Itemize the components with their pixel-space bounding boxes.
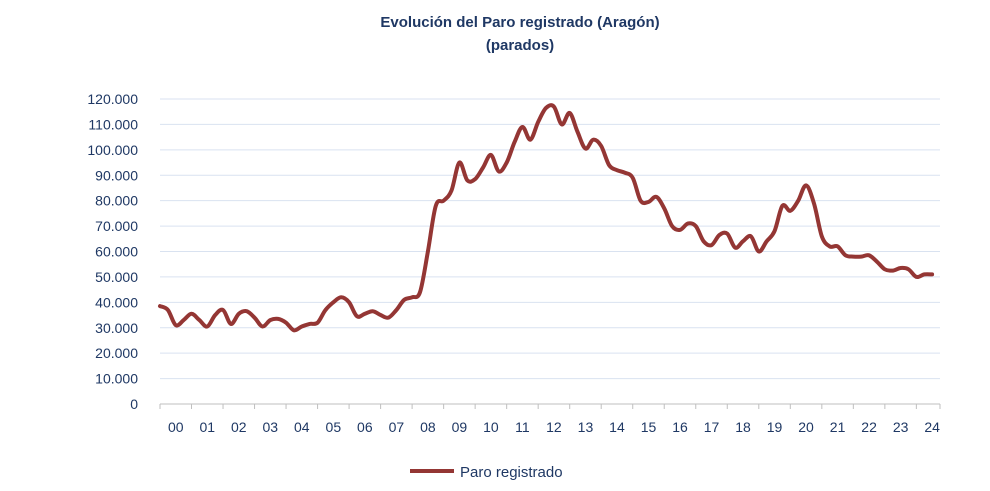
- chart-title: Evolución del Paro registrado (Aragón): [380, 14, 659, 31]
- x-tick-label: 19: [767, 419, 783, 435]
- legend-label: Paro registrado: [460, 464, 563, 481]
- x-tick-label: 02: [231, 419, 247, 435]
- y-tick-label: 10.000: [95, 371, 138, 387]
- x-tick-label: 20: [798, 419, 814, 435]
- x-tick-label: 18: [735, 419, 751, 435]
- y-tick-label: 90.000: [95, 167, 138, 183]
- legend: Paro registrado: [410, 464, 563, 481]
- y-tick-label: 80.000: [95, 193, 138, 209]
- y-axis-ticks: 0 10.000 20.000 30.000 40.000 50.000 60.000 70.…: [87, 91, 138, 412]
- x-tick-label: 17: [704, 419, 720, 435]
- y-tick-label: 0: [130, 396, 138, 412]
- x-tick-label: 00: [168, 419, 184, 435]
- y-tick-label: 20.000: [95, 345, 138, 361]
- x-tick-label: 12: [546, 419, 562, 435]
- y-tick-label: 40.000: [95, 294, 138, 310]
- y-tick-label: 60.000: [95, 244, 138, 260]
- x-tick-label: 15: [641, 419, 657, 435]
- x-tick-label: 22: [861, 419, 877, 435]
- x-tick-label: 21: [830, 419, 846, 435]
- x-tick-label: 06: [357, 419, 373, 435]
- x-tick-label: 13: [578, 419, 594, 435]
- x-axis-ticks: 00 01 02 03 04 05 06 07 08 09 10 11 12 13 14 15 16 17 18 19…: [159, 404, 941, 435]
- chart-subtitle: (parados): [486, 37, 554, 54]
- y-tick-label: 100.000: [87, 142, 138, 158]
- y-tick-label: 70.000: [95, 218, 138, 234]
- x-tick-label: 11: [515, 419, 530, 435]
- series-line-paro-registrado: [158, 103, 935, 333]
- x-tick-label: 24: [924, 419, 940, 435]
- series-layer: [158, 103, 935, 333]
- y-tick-label: 50.000: [95, 269, 138, 285]
- x-tick-label: 10: [483, 419, 499, 435]
- x-tick-label: 01: [199, 419, 215, 435]
- x-tick-label: 23: [893, 419, 909, 435]
- x-tick-label: 03: [263, 419, 279, 435]
- x-tick-label: 04: [294, 419, 310, 435]
- x-tick-label: 08: [420, 419, 436, 435]
- y-tick-label: 120.000: [87, 91, 138, 107]
- x-tick-label: 09: [452, 419, 468, 435]
- y-tick-label: 110.000: [88, 116, 138, 132]
- x-tick-label: 14: [609, 419, 625, 435]
- x-tick-label: 16: [672, 419, 688, 435]
- x-tick-label: 05: [326, 419, 342, 435]
- x-tick-label: 07: [389, 419, 405, 435]
- y-tick-label: 30.000: [95, 320, 138, 336]
